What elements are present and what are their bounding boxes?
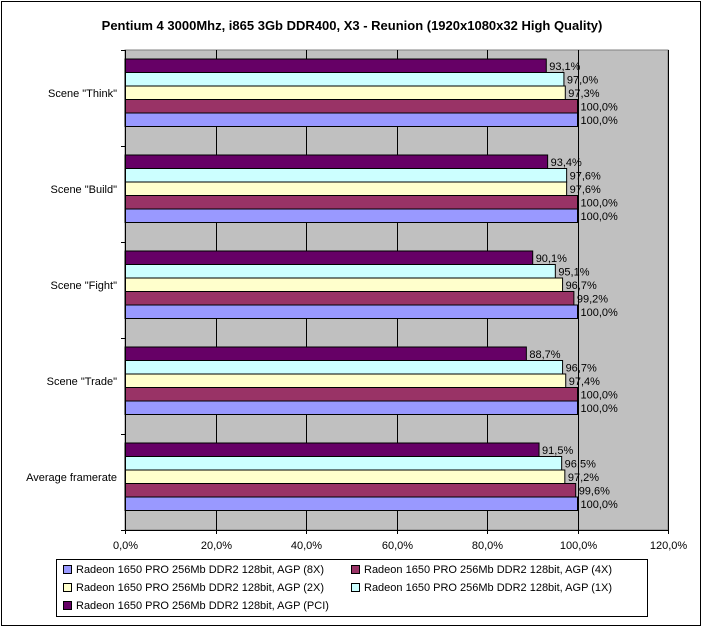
legend-item: Radeon 1650 PRO 256Mb DDR2 128bit, AGP (… [351,563,612,577]
legend-item: Radeon 1650 PRO 256Mb DDR2 128bit, AGP (… [351,581,612,595]
data-label: 97,6% [570,184,601,196]
data-label: 100,0% [581,101,619,113]
data-label: 100,0% [581,499,619,511]
data-label: 100,0% [581,307,619,319]
bar [124,112,578,127]
legend-swatch [351,564,360,574]
legend-swatch [351,582,360,592]
legend-swatch [63,564,72,574]
data-label: 97,4% [569,376,600,388]
x-tick-label: 0,0% [113,540,138,552]
bar [124,469,566,484]
data-label: 100,0% [581,115,619,127]
bar [124,208,578,223]
bar [124,277,564,292]
x-tick-label: 60,0% [382,540,413,552]
legend-swatch [63,582,72,592]
x-tick-label: 120,0% [650,540,688,552]
data-label: 93,4% [551,157,582,169]
bar [124,291,575,306]
x-tick-label: 20,0% [201,540,232,552]
bar [124,58,547,73]
data-label: 97,3% [568,88,599,100]
bar [124,456,563,471]
data-label: 95,1% [558,266,589,278]
data-label: 96,5% [565,458,596,470]
bar [124,496,578,511]
x-tick-label: 100,0% [560,540,598,552]
bar [124,400,578,415]
bar [124,154,549,169]
bar [124,85,566,100]
bar [124,250,534,265]
legend-label: Radeon 1650 PRO 256Mb DDR2 128bit, AGP (… [364,582,613,594]
legend-item: Radeon 1650 PRO 256Mb DDR2 128bit, AGP (… [63,599,329,613]
bar [124,304,578,319]
chart-title: Pentium 4 3000Mhz, i865 3Gb DDR400, X3 -… [101,18,603,33]
bar [124,483,577,498]
category-label: Average framerate [26,472,117,484]
category-label: Scene "Build" [50,184,117,196]
category-label: Scene "Think" [48,88,117,100]
data-label: 96,7% [566,280,597,292]
bar [124,387,578,402]
data-label: 100,0% [581,403,619,415]
data-label: 97,6% [570,170,601,182]
data-label: 99,2% [577,293,608,305]
bar [124,195,578,210]
bar [124,373,567,388]
bar [124,72,565,87]
legend-label: Radeon 1650 PRO 256Mb DDR2 128bit, AGP (… [76,582,325,594]
category-label: Scene "Fight" [50,280,117,292]
data-label: 100,0% [581,389,619,401]
data-label: 88,7% [529,349,560,361]
bar [124,99,578,114]
chart-legend: Radeon 1650 PRO 256Mb DDR2 128bit, AGP (… [56,559,648,617]
data-label: 90,1% [536,253,567,265]
data-label: 93,1% [549,61,580,73]
legend-label: Radeon 1650 PRO 256Mb DDR2 128bit, AGP (… [76,600,329,612]
legend-label: Radeon 1650 PRO 256Mb DDR2 128bit, AGP (… [76,564,325,576]
x-tick-label: 40,0% [291,540,322,552]
legend-label: Radeon 1650 PRO 256Mb DDR2 128bit, AGP (… [364,564,613,576]
bar [124,360,564,375]
bar [124,264,556,279]
bar [124,168,568,183]
category-label: Scene "Trade" [47,376,117,388]
data-label: 96,7% [566,362,597,374]
bar [124,442,540,457]
data-label: 99,6% [579,485,610,497]
data-label: 97,0% [567,74,598,86]
data-label: 91,5% [542,445,573,457]
legend-item: Radeon 1650 PRO 256Mb DDR2 128bit, AGP (… [63,581,324,595]
data-label: 100,0% [581,211,619,223]
data-label: 97,2% [568,472,599,484]
x-tick-label: 80,0% [472,540,503,552]
data-label: 100,0% [581,197,619,209]
bar [124,181,568,196]
legend-item: Radeon 1650 PRO 256Mb DDR2 128bit, AGP (… [63,563,324,577]
bar [124,346,527,361]
legend-swatch [63,600,72,610]
